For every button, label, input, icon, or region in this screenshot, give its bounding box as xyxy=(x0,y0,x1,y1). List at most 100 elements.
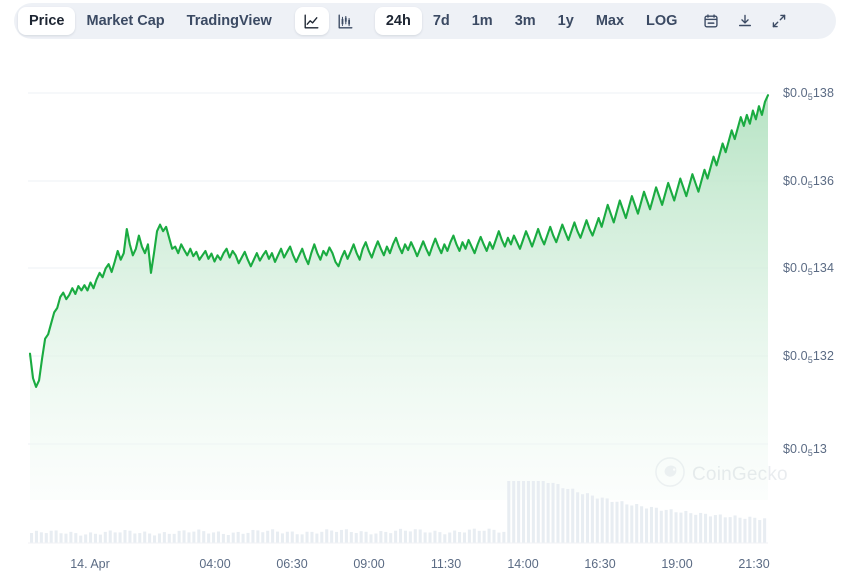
volume-bar xyxy=(74,533,78,543)
volume-bar xyxy=(640,506,644,543)
volume-bar xyxy=(753,517,757,543)
tab-price[interactable]: Price xyxy=(18,7,76,35)
x-axis-label-6: 16:30 xyxy=(584,557,616,571)
volume-bar xyxy=(384,531,388,543)
volume-bar xyxy=(492,529,496,543)
volume-bar xyxy=(738,517,742,543)
volume-bar xyxy=(354,533,358,543)
volume-bar xyxy=(482,530,486,543)
x-axis-label-8: 21:30 xyxy=(738,557,770,571)
volume-bar xyxy=(98,534,102,543)
volume-bar xyxy=(659,510,663,543)
volume-bar xyxy=(571,488,575,543)
volume-bar xyxy=(723,517,727,543)
y-axis-label-4: $0.0513 xyxy=(783,442,827,458)
volume-bar xyxy=(300,534,304,543)
volume-bar xyxy=(581,494,585,543)
volume-bar xyxy=(630,505,634,543)
volume-bar xyxy=(349,532,353,543)
volume-bar xyxy=(649,506,653,543)
volume-bar xyxy=(231,532,235,543)
volume-bar xyxy=(187,532,191,543)
volume-bar xyxy=(438,532,442,543)
volume-bar xyxy=(54,530,58,543)
calendar-icon[interactable] xyxy=(694,7,728,35)
volume-bar xyxy=(620,501,624,543)
volume-bar xyxy=(428,532,432,543)
volume-bar xyxy=(133,533,137,543)
line-chart-icon[interactable] xyxy=(294,7,329,35)
tab-range-1m[interactable]: 1m xyxy=(471,13,493,29)
volume-bar xyxy=(113,532,117,543)
tab-range-3m[interactable]: 3m xyxy=(514,13,536,29)
tab-log-scale[interactable]: LOG xyxy=(646,13,678,29)
tab-range-7d[interactable]: 7d xyxy=(432,13,450,29)
volume-bar xyxy=(645,508,649,543)
volume-bar xyxy=(79,535,83,543)
volume-bar xyxy=(713,515,717,543)
volume-bar xyxy=(654,507,658,543)
volume-bar xyxy=(708,516,713,543)
tab-range-max[interactable]: Max xyxy=(595,13,625,29)
volume-bars xyxy=(30,481,767,543)
chart-toolbar: Price Market Cap TradingView 24h 7d 1m 3… xyxy=(14,3,836,39)
volume-bar xyxy=(148,533,152,543)
tab-range-1y[interactable]: 1y xyxy=(557,13,574,29)
volume-bar xyxy=(595,498,599,543)
volume-bar xyxy=(689,513,693,543)
tab-tradingview[interactable]: TradingView xyxy=(186,13,272,29)
volume-bar xyxy=(177,530,181,543)
volume-bar xyxy=(379,531,383,543)
volume-bar xyxy=(502,531,506,543)
volume-bar xyxy=(197,529,201,543)
volume-bar xyxy=(128,530,132,543)
volume-bar xyxy=(369,534,373,543)
volume-bar xyxy=(541,481,545,543)
x-axis-label-0: 14. Apr xyxy=(70,557,110,571)
y-axis-label-3: $0.05132 xyxy=(783,349,834,365)
volume-bar xyxy=(526,481,530,543)
volume-bar xyxy=(251,529,255,543)
volume-bar xyxy=(241,533,245,543)
volume-bar xyxy=(276,531,280,543)
volume-bar xyxy=(157,533,161,543)
volume-bar xyxy=(566,488,570,543)
volume-bar xyxy=(359,531,363,543)
volume-bar xyxy=(679,512,683,543)
volume-bar xyxy=(418,529,422,543)
volume-bar xyxy=(758,520,762,543)
x-axis-label-5: 14:00 xyxy=(507,557,539,571)
volume-bar xyxy=(733,515,737,543)
volume-bar xyxy=(443,534,447,543)
volume-bar xyxy=(585,493,590,543)
volume-bar xyxy=(226,535,230,543)
volume-bar xyxy=(610,501,614,543)
download-icon[interactable] xyxy=(728,7,762,35)
volume-bar xyxy=(315,533,319,543)
volume-bar xyxy=(162,532,166,543)
x-axis-label-2: 06:30 xyxy=(276,557,308,571)
volume-bar xyxy=(143,531,147,543)
volume-bar xyxy=(669,509,673,543)
volume-bar xyxy=(433,530,437,543)
volume-bar xyxy=(44,533,48,543)
volume-bar xyxy=(221,533,225,543)
tab-range-24h[interactable]: 24h xyxy=(374,7,422,35)
volume-bar xyxy=(202,531,206,543)
volume-bar xyxy=(704,513,708,543)
volume-bar xyxy=(423,532,427,543)
tab-market-cap[interactable]: Market Cap xyxy=(86,13,165,29)
volume-bar xyxy=(408,531,412,543)
volume-bar xyxy=(674,512,678,543)
volume-bar xyxy=(34,530,38,543)
volume-bar xyxy=(271,529,275,543)
volume-bar xyxy=(364,531,368,543)
y-axis-label-1: $0.05136 xyxy=(783,174,834,190)
price-series xyxy=(28,94,770,500)
expand-icon[interactable] xyxy=(762,7,796,35)
volume-bar xyxy=(699,512,703,543)
volume-bar xyxy=(625,504,629,543)
price-chart[interactable]: $0.05138 $0.05136 $0.05134 $0.05132 $0.0… xyxy=(0,45,851,583)
volume-bar xyxy=(728,517,732,543)
candlestick-chart-icon[interactable] xyxy=(329,7,363,35)
